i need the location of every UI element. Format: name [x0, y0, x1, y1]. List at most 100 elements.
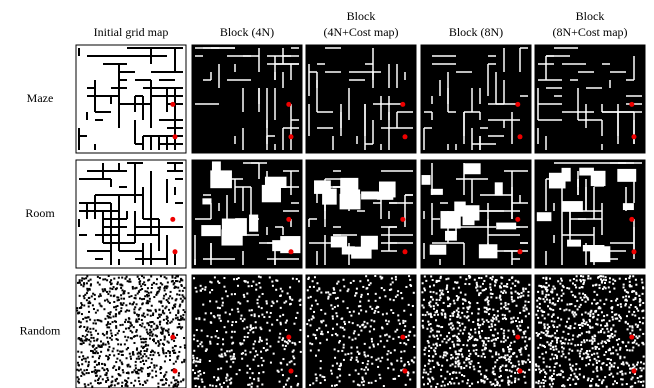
noise	[90, 382, 92, 384]
noise	[80, 375, 82, 377]
noise	[233, 355, 235, 357]
noise	[386, 353, 388, 355]
noise	[106, 299, 108, 301]
noise	[363, 351, 365, 353]
noise	[375, 359, 377, 361]
noise	[642, 322, 644, 324]
noise	[537, 335, 539, 337]
noise	[200, 373, 202, 375]
noise	[94, 361, 96, 363]
noise	[112, 350, 114, 352]
noise	[632, 367, 634, 369]
noise	[168, 328, 170, 330]
noise	[254, 313, 256, 315]
noise	[477, 324, 479, 326]
noise	[495, 339, 497, 341]
noise	[597, 314, 599, 316]
noise	[160, 332, 162, 334]
start-marker	[515, 217, 520, 222]
noise	[588, 331, 590, 333]
noise	[577, 350, 579, 352]
noise	[170, 291, 172, 293]
noise	[153, 367, 155, 369]
noise	[88, 361, 90, 363]
noise	[606, 328, 608, 330]
noise	[598, 306, 600, 308]
noise	[391, 277, 393, 279]
noise	[250, 326, 252, 328]
noise	[442, 381, 444, 383]
noise	[165, 371, 167, 373]
noise	[493, 343, 495, 345]
noise	[489, 326, 491, 328]
noise	[568, 339, 570, 341]
noise	[151, 370, 153, 372]
noise	[76, 307, 78, 309]
noise	[394, 378, 396, 380]
noise	[312, 280, 314, 282]
noise	[332, 315, 334, 317]
noise	[178, 374, 180, 376]
noise	[183, 309, 185, 311]
noise	[202, 288, 204, 290]
noise	[218, 355, 220, 357]
noise	[397, 290, 399, 292]
noise	[193, 361, 195, 363]
noise	[447, 278, 449, 280]
noise	[258, 341, 260, 343]
noise	[557, 317, 559, 319]
noise	[147, 322, 149, 324]
noise	[542, 285, 544, 287]
noise	[431, 296, 433, 298]
noise	[467, 339, 469, 341]
noise	[251, 328, 253, 330]
noise	[230, 355, 232, 357]
block	[464, 163, 481, 174]
noise	[297, 312, 299, 314]
start-marker	[400, 335, 405, 340]
noise	[367, 279, 369, 281]
noise	[284, 340, 286, 342]
noise	[215, 335, 217, 337]
noise	[609, 320, 611, 322]
noise	[114, 384, 116, 386]
noise	[139, 383, 141, 385]
noise	[127, 365, 129, 367]
noise	[135, 361, 137, 363]
noise	[600, 367, 602, 369]
noise	[107, 341, 109, 343]
noise	[473, 368, 475, 370]
noise	[102, 288, 104, 290]
noise	[633, 341, 635, 343]
noise	[482, 323, 484, 325]
noise	[266, 302, 268, 304]
goal-marker	[289, 134, 294, 139]
noise	[106, 324, 108, 326]
noise	[614, 380, 616, 382]
noise	[97, 276, 99, 278]
noise	[321, 331, 323, 333]
noise	[536, 306, 538, 308]
noise	[492, 276, 494, 278]
noise	[518, 361, 520, 363]
noise	[200, 290, 202, 292]
noise	[86, 369, 88, 371]
noise	[246, 326, 248, 328]
noise	[124, 321, 126, 323]
noise	[86, 320, 88, 322]
noise	[242, 352, 244, 354]
goal-marker	[289, 369, 294, 374]
noise	[602, 379, 604, 381]
noise	[179, 304, 181, 306]
noise	[131, 331, 133, 333]
noise	[258, 306, 260, 308]
noise	[605, 351, 607, 353]
noise	[431, 377, 433, 379]
noise	[141, 319, 143, 321]
noise	[638, 381, 640, 383]
noise	[458, 365, 460, 367]
noise	[631, 329, 633, 331]
noise	[147, 344, 149, 346]
noise	[540, 370, 542, 372]
noise	[402, 322, 404, 324]
